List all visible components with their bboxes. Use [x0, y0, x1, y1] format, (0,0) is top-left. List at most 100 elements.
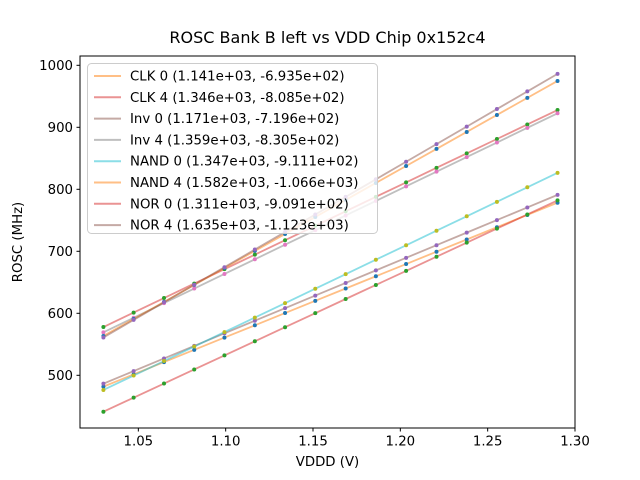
y-tick-label: 600 [48, 307, 73, 322]
data-point-inv-0 [494, 218, 499, 223]
data-point-nor-4 [555, 71, 560, 76]
data-point-nor-0 [404, 268, 409, 273]
data-point-clk-0 [464, 237, 469, 242]
data-point-clk-4 [131, 310, 136, 315]
data-point-nor-4 [222, 265, 227, 270]
data-point-clk-0 [222, 335, 227, 340]
x-tick-label: 1.15 [298, 435, 328, 450]
legend-label-nor-0: NOR 0 (1.311e+03, -9.091e+02) [130, 197, 349, 212]
data-point-inv-4 [252, 257, 257, 262]
data-point-inv-4 [404, 184, 409, 189]
data-point-nand-0 [373, 257, 378, 262]
data-point-inv-0 [283, 306, 288, 311]
legend: CLK 0 (1.141e+03, -6.935e+02) CLK 4 (1.34… [87, 63, 378, 234]
data-point-nor-4 [404, 159, 409, 164]
fit-line-nand-0 [103, 172, 558, 391]
data-point-nand-0 [192, 344, 197, 349]
data-point-clk-4 [283, 238, 288, 243]
data-point-nand-0 [252, 315, 257, 320]
data-point-nand-0 [555, 170, 560, 175]
legend-label-nor-4: NOR 4 (1.635e+03, -1.123e+03) [130, 219, 349, 234]
data-point-inv-4 [192, 286, 197, 291]
data-point-nand-4 [404, 163, 409, 168]
data-point-clk-0 [404, 262, 409, 267]
data-point-nor-0 [101, 409, 106, 414]
data-point-clk-4 [434, 165, 439, 170]
data-point-nor-0 [434, 254, 439, 259]
data-point-nand-0 [494, 199, 499, 204]
data-point-inv-4 [283, 242, 288, 247]
x-tick-label: 1.10 [211, 435, 241, 450]
legend-label-nand-4: NAND 4 (1.582e+03, -1.066e+03) [130, 176, 358, 191]
legend-frame [87, 63, 378, 234]
data-point-nand-0 [162, 359, 167, 364]
data-point-nand-4 [494, 112, 499, 117]
y-tick-label: 900 [48, 121, 73, 136]
data-point-nand-4 [525, 95, 530, 100]
data-point-nor-0 [343, 297, 348, 301]
data-point-inv-0 [525, 205, 530, 210]
data-point-clk-4 [494, 137, 499, 141]
data-point-nand-0 [525, 185, 530, 190]
data-point-inv-0 [131, 369, 136, 374]
data-point-inv-0 [555, 192, 560, 197]
data-point-inv-4 [494, 140, 499, 145]
data-point-nand-0 [434, 228, 439, 233]
legend-label-inv-0: Inv 0 (1.171e+03, -7.196e+02) [130, 112, 339, 127]
data-point-inv-0 [313, 293, 318, 298]
data-point-inv-4 [222, 271, 227, 276]
data-point-nor-4 [464, 124, 469, 129]
data-point-nor-0 [192, 367, 197, 372]
data-point-clk-0 [434, 249, 439, 254]
y-axis-label: ROSC (MHz) [11, 202, 26, 282]
data-point-nand-4 [555, 78, 560, 83]
data-point-nand-4 [464, 129, 469, 134]
series-nor-0 [101, 198, 560, 414]
data-point-inv-4 [464, 155, 469, 160]
data-point-nor-0 [252, 339, 257, 344]
data-point-nor-4 [101, 335, 106, 340]
data-point-clk-0 [343, 286, 348, 291]
chart-title: ROSC Bank B left vs VDD Chip 0x152c4 [169, 28, 485, 47]
y-tick-label: 1000 [39, 59, 73, 74]
data-point-nor-0 [162, 381, 167, 386]
y-tick-label: 800 [48, 183, 73, 198]
x-tick-label: 1.05 [124, 435, 154, 450]
x-tick-label: 1.30 [560, 435, 590, 450]
data-point-clk-4 [555, 108, 560, 113]
data-point-nor-4 [494, 107, 499, 112]
legend-label-nand-0: NAND 0 (1.347e+03, -9.111e+02) [130, 155, 358, 170]
data-point-nor-0 [283, 325, 288, 330]
data-point-nor-0 [222, 353, 227, 358]
x-tick-label: 1.20 [386, 435, 416, 450]
x-tick-label: 1.25 [473, 435, 503, 450]
data-point-clk-0 [252, 323, 257, 328]
data-point-inv-4 [434, 169, 439, 174]
data-point-clk-4 [162, 296, 167, 301]
data-point-clk-4 [525, 122, 530, 127]
series-inv-0 [101, 192, 560, 386]
x-axis-label: VDDD (V) [296, 455, 360, 470]
series-nand-0 [101, 170, 560, 392]
data-point-nand-0 [131, 373, 136, 378]
data-point-inv-4 [525, 125, 530, 130]
data-point-nor-0 [555, 198, 560, 203]
data-point-nand-0 [464, 214, 469, 219]
data-point-nor-0 [494, 226, 499, 231]
data-point-inv-0 [404, 255, 409, 260]
data-point-inv-0 [343, 280, 348, 285]
data-point-inv-0 [464, 230, 469, 235]
data-point-nor-0 [525, 212, 530, 217]
data-point-nor-0 [313, 311, 318, 316]
legend-label-clk-4: CLK 4 (1.346e+03, -8.085e+02) [130, 91, 345, 106]
y-tick-label: 700 [48, 245, 73, 260]
data-point-nand-0 [222, 330, 227, 335]
data-point-nor-4 [434, 142, 439, 147]
data-point-nor-4 [252, 247, 257, 252]
data-point-nand-0 [404, 243, 409, 248]
legend-label-inv-4: Inv 4 (1.359e+03, -8.305e+02) [130, 133, 339, 148]
data-point-clk-0 [283, 311, 288, 316]
data-point-clk-0 [192, 347, 197, 352]
fit-line-clk-0 [103, 201, 558, 388]
